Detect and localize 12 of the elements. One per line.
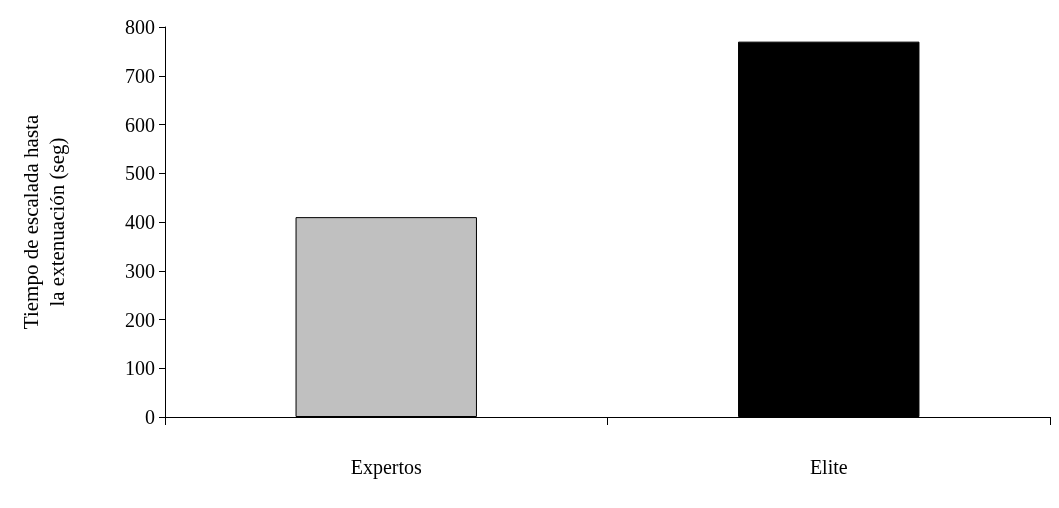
y-tick-label: 100 (125, 357, 155, 380)
y-tick-label: 0 (145, 406, 155, 428)
y-tick-label: 600 (125, 113, 155, 136)
y-tick-label: 500 (125, 162, 155, 185)
x-tick-label: Elite (809, 456, 848, 478)
y-axis-title: Tiempo de escalada hasta la extenuación (seg) (19, 114, 69, 330)
y-tick-label: 700 (125, 64, 155, 87)
x-tick-label: Expertos (350, 456, 423, 479)
y-tick-label: 400 (125, 211, 155, 233)
y-tick-label: 300 (125, 259, 155, 282)
y-tick-label: 200 (125, 308, 155, 331)
y-tick-label: 800 (125, 16, 155, 38)
